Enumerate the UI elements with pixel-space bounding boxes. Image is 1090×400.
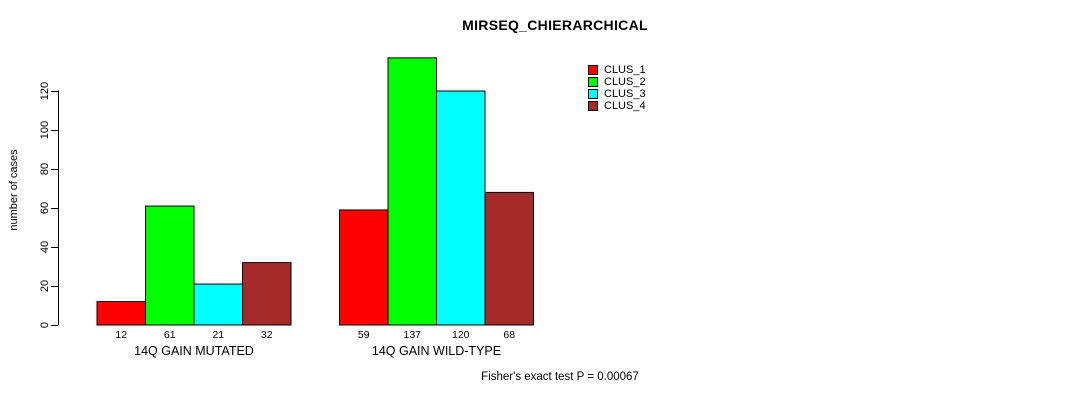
legend-swatch	[588, 65, 598, 75]
legend-swatch	[588, 89, 598, 99]
group-label: 14Q GAIN WILD-TYPE	[372, 344, 501, 358]
legend: CLUS_1 CLUS_2 CLUS_3 CLUS_4	[588, 64, 646, 112]
legend-item: CLUS_4	[588, 100, 646, 112]
y-tick-label: 60	[39, 202, 51, 214]
fisher-test-note: Fisher's exact test P = 0.00067	[481, 371, 639, 383]
bar	[339, 209, 389, 326]
y-tick-label: 100	[39, 121, 51, 139]
y-tick-label: 0	[39, 322, 51, 328]
bar	[242, 262, 292, 326]
bar	[193, 283, 243, 326]
chart-title: MIRSEQ_CHIERARCHICAL	[462, 17, 648, 33]
legend-item: CLUS_2	[588, 76, 646, 88]
bar-value-label: 68	[503, 329, 515, 341]
bar-value-label: 32	[261, 329, 273, 341]
bar-value-label: 137	[403, 329, 421, 341]
legend-label: CLUS_1	[604, 64, 646, 76]
y-tick-label: 80	[39, 163, 51, 175]
bar	[145, 205, 195, 326]
group-label: 14Q GAIN MUTATED	[134, 344, 254, 358]
legend-item: CLUS_1	[588, 64, 646, 76]
bar-value-label: 61	[164, 329, 176, 341]
bar-value-label: 21	[212, 329, 224, 341]
bar	[96, 301, 146, 326]
bar	[436, 90, 486, 326]
legend-item: CLUS_3	[588, 88, 646, 100]
legend-label: CLUS_3	[604, 88, 646, 100]
legend-label: CLUS_4	[604, 100, 646, 112]
y-tick-label: 40	[39, 241, 51, 253]
y-tick-label: 20	[39, 280, 51, 292]
bar	[484, 191, 534, 326]
bar-value-label: 59	[358, 329, 370, 341]
legend-swatch	[588, 77, 598, 87]
y-tick-label: 120	[39, 82, 51, 100]
legend-label: CLUS_2	[604, 76, 646, 88]
legend-swatch	[588, 101, 598, 111]
bar	[387, 57, 437, 326]
bar-value-label: 120	[452, 329, 470, 341]
bar-value-label: 12	[115, 329, 127, 341]
